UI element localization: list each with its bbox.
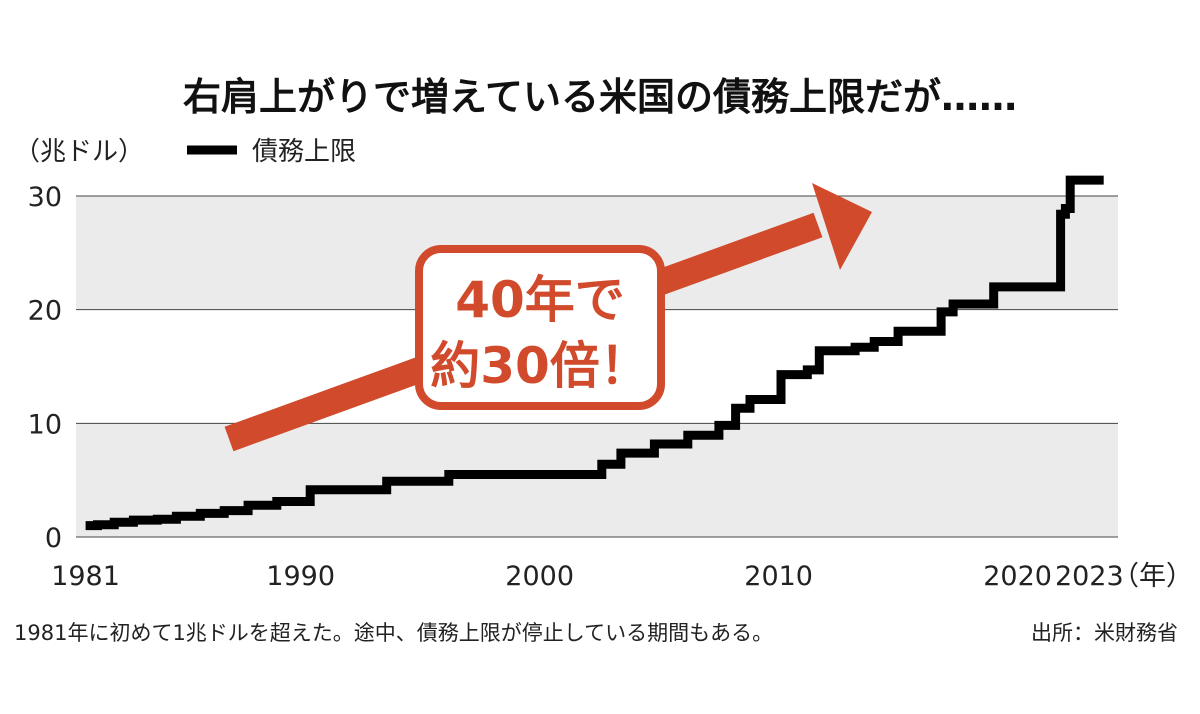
y-tick-label: 20 xyxy=(28,296,62,327)
x-axis-ticks: 1981 1990 2000 2010 2020 2023 xyxy=(51,561,1123,592)
trend-arrow-head xyxy=(812,183,872,270)
y-axis-ticks: 0 10 20 30 xyxy=(28,182,62,554)
callout-line-2: 約30倍！ xyxy=(430,337,650,395)
y-tick-label: 10 xyxy=(28,409,62,440)
x-axis-unit-label: （年） xyxy=(1112,561,1193,592)
callout-box-frame xyxy=(415,245,665,410)
legend-label: 債務上限 xyxy=(252,137,356,167)
x-tick-label: 2020 xyxy=(983,561,1052,592)
callout-box: 40年で 約30倍！ xyxy=(415,245,665,410)
callout-line-1: 40年で xyxy=(455,271,625,329)
y-tick-label: 0 xyxy=(45,523,62,554)
footnote: 1981年に初めて1兆ドルを超えた。途中、債務上限が停止している期間もある。 xyxy=(14,621,773,645)
source-note: 出所：米財務省 xyxy=(1031,621,1178,645)
x-tick-label: 2023 xyxy=(1055,561,1124,592)
y-axis-unit-label: （兆ドル） xyxy=(14,137,144,167)
series-line-debt-ceiling xyxy=(85,175,1104,531)
x-tick-label: 2000 xyxy=(505,561,574,592)
x-tick-label: 1990 xyxy=(266,561,335,592)
x-tick-label: 2010 xyxy=(744,561,813,592)
chart-title: 右肩上がりで増えている米国の債務上限だが…… xyxy=(183,75,1017,119)
y-tick-label: 30 xyxy=(28,182,62,213)
x-tick-label: 1981 xyxy=(51,561,120,592)
